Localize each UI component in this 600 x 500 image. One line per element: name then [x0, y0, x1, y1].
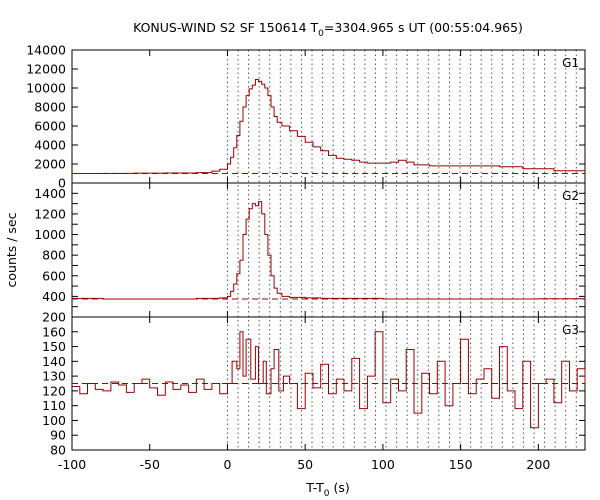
x-tick-label-1: -50	[140, 457, 160, 472]
panels: 0 2000 4000 6000 8000 10000 12000 14000 G1 200 400…	[26, 43, 586, 458]
y-tick-label-g2-12: 1400	[34, 186, 66, 201]
y-tick-label-g1-4: 8000	[34, 100, 66, 115]
x-tick-label-5: 150	[449, 457, 473, 472]
x-tick-label-0: -100	[58, 457, 86, 472]
x-axis-label-main: T-T	[305, 480, 324, 495]
chart-title-rest: =3304.965 s UT (00:55:04.965)	[324, 20, 523, 35]
panel-label-g3: G3	[562, 323, 579, 337]
y-tick-label-g2-6: 800	[42, 248, 66, 263]
series-g1	[72, 79, 586, 174]
panel-g2: 200 400 600 800 1000 1200 1400 G2	[34, 182, 586, 325]
y-tick-label-g3-4: 120	[42, 383, 66, 398]
y-tick-label-g1-7: 14000	[26, 43, 66, 58]
y-tick-label-g1-0: 0	[58, 176, 66, 191]
vertical-lines	[226, 50, 577, 450]
panel-frame-g2	[71, 182, 586, 318]
y-tick-label-g3-0: 80	[50, 443, 66, 458]
svg-text:T-T0 (s): T-T0 (s)	[305, 480, 349, 499]
y-tick-label-g3-7: 150	[42, 339, 66, 354]
y-tick-label-g2-4: 600	[42, 268, 66, 283]
y-tick-label-g2-0: 200	[42, 310, 66, 325]
y-tick-label-g3-8: 160	[42, 324, 66, 339]
series-g3	[72, 331, 586, 429]
y-axis-label: counts / sec	[4, 212, 19, 287]
y-tick-label-g1-2: 4000	[34, 138, 66, 153]
panel-label-g2: G2	[562, 189, 579, 203]
chart-title-main: KONUS-WIND S2 SF 150614 T	[133, 20, 318, 35]
x-axis-ticks: -100 -50 0 50 100 150 200	[58, 457, 551, 472]
y-tick-label-g1-6: 12000	[26, 62, 66, 77]
panel-frame-g1	[71, 49, 586, 184]
y-tick-label-g1-3: 6000	[34, 119, 66, 134]
x-tick-label-4: 100	[371, 457, 395, 472]
y-tick-label-g3-6: 140	[42, 354, 66, 369]
y-tick-label-g1-1: 2000	[34, 157, 66, 172]
x-tick-label-6: 200	[526, 457, 550, 472]
y-tick-label-g3-2: 100	[42, 413, 66, 428]
x-tick-label-3: 50	[297, 457, 313, 472]
y-tick-label-g2-2: 400	[42, 289, 66, 304]
y-tick-label-g3-5: 130	[42, 369, 66, 384]
chart-title: KONUS-WIND S2 SF 150614 T0=3304.965 s UT…	[133, 20, 523, 39]
panel-g1: 0 2000 4000 6000 8000 10000 12000 14000 G1	[26, 43, 586, 191]
x-tick-label-2: 0	[223, 457, 231, 472]
series-g2	[72, 201, 586, 300]
y-tick-label-g3-1: 90	[50, 428, 66, 443]
x-axis-label-sub: 0	[324, 489, 330, 499]
x-axis-label-rest: (s)	[329, 480, 349, 495]
chart-title-sub: 0	[318, 29, 324, 39]
y-tick-label-g3-3: 110	[42, 398, 66, 413]
y-tick-label-g1-5: 10000	[26, 81, 66, 96]
svg-text:KONUS-WIND S2 SF 150614 T0=330: KONUS-WIND S2 SF 150614 T0=3304.965 s UT…	[133, 20, 523, 39]
y-tick-label-g2-8: 1000	[34, 227, 66, 242]
panel-label-g1: G1	[562, 56, 579, 70]
y-tick-label-g2-10: 1200	[34, 206, 66, 221]
x-axis-label: T-T0 (s)	[305, 480, 349, 499]
